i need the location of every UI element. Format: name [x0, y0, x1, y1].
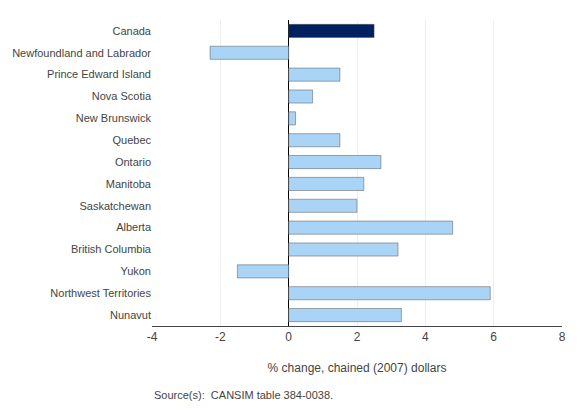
svg-text:British Columbia: British Columbia [71, 243, 152, 255]
svg-text:8: 8 [559, 330, 566, 344]
svg-text:Ontario: Ontario [115, 156, 151, 168]
svg-text:Alberta: Alberta [116, 221, 152, 233]
svg-text:Quebec: Quebec [112, 134, 151, 146]
svg-text:2: 2 [354, 330, 361, 344]
svg-text:6: 6 [490, 330, 497, 344]
svg-text:-2: -2 [215, 330, 226, 344]
svg-text:Nova Scotia: Nova Scotia [92, 90, 152, 102]
svg-text:Saskatchewan: Saskatchewan [79, 200, 151, 212]
svg-text:Yukon: Yukon [120, 265, 151, 277]
svg-text:% change, chained (2007) dolla: % change, chained (2007) dollars [268, 361, 447, 375]
svg-text:-4: -4 [147, 330, 158, 344]
svg-text:Prince Edward Island: Prince Edward Island [47, 68, 151, 80]
svg-text:Nunavut: Nunavut [110, 309, 151, 321]
svg-text:Canada: Canada [112, 25, 151, 37]
svg-text:New Brunswick: New Brunswick [76, 112, 152, 124]
svg-text:0: 0 [285, 330, 292, 344]
svg-text:Newfoundland and Labrador: Newfoundland and Labrador [12, 47, 151, 59]
svg-text:Source(s): CANSIM table 384-0: Source(s): CANSIM table 384-0038. [154, 389, 333, 401]
svg-text:Northwest Territories: Northwest Territories [50, 287, 151, 299]
svg-text:Manitoba: Manitoba [106, 178, 152, 190]
svg-text:4: 4 [422, 330, 429, 344]
